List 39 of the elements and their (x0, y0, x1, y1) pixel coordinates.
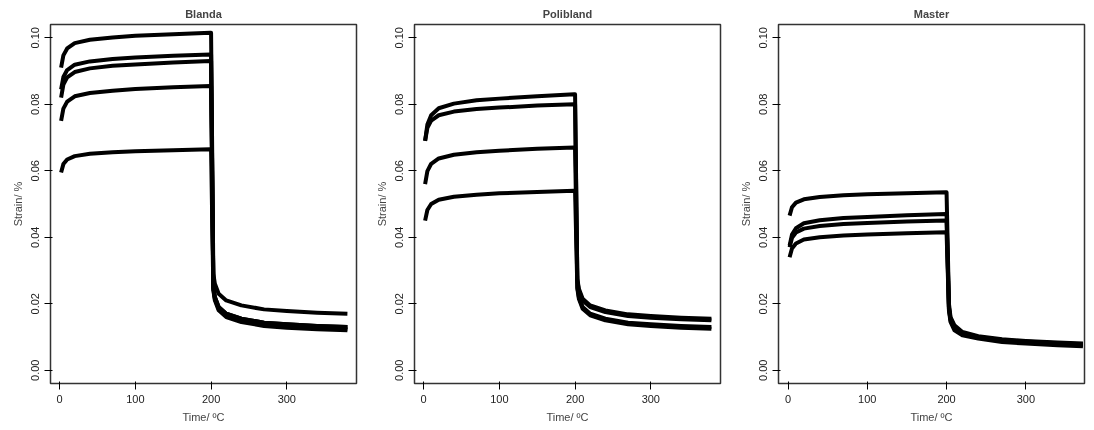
y-tick-label: 0.04 (757, 226, 770, 248)
x-tick-label: 0 (784, 392, 792, 405)
y-tick-label: 0.08 (757, 93, 770, 115)
x-tick-label: 300 (277, 392, 296, 405)
y-tick-label: 0.06 (29, 160, 42, 182)
y-axis-title: Strain/ % (739, 181, 752, 227)
x-tick-label: 0 (420, 392, 427, 405)
y-axis-title: Strain/ % (11, 181, 24, 227)
y-tick-label: 0.00 (393, 359, 406, 381)
x-tick-label: 200 (565, 392, 585, 405)
y-tick-label: 0.10 (393, 27, 406, 49)
x-tick-label: 300 (1016, 392, 1036, 405)
chart-title: Master (913, 7, 950, 20)
y-tick-label: 0.02 (757, 293, 770, 315)
x-tick-label: 200 (201, 392, 221, 405)
y-tick-label: 0.04 (393, 226, 406, 248)
y-tick-label: 0.02 (29, 293, 42, 315)
y-tick-label: 0.00 (757, 359, 770, 381)
x-tick-label: 100 (490, 392, 509, 405)
x-tick-label: 200 (937, 392, 956, 405)
y-tick-label: 0.00 (29, 359, 42, 381)
x-axis-title: Time/ ºC (910, 410, 953, 423)
y-tick-label: 0.06 (757, 160, 770, 182)
x-tick-label: 100 (858, 392, 877, 405)
x-tick-label: 300 (641, 392, 660, 405)
chart-title: Blanda (185, 7, 223, 20)
y-axis-title: Strain/ % (375, 181, 388, 227)
y-tick-label: 0.08 (29, 93, 42, 115)
y-tick-label: 0.08 (393, 93, 406, 115)
y-tick-label: 0.10 (757, 27, 770, 49)
y-tick-label: 0.02 (393, 293, 406, 315)
y-tick-label: 0.04 (29, 226, 42, 248)
y-tick-label: 0.06 (393, 160, 406, 182)
y-tick-label: 0.10 (29, 27, 42, 49)
x-axis-title: Time/ ºC (546, 410, 589, 423)
x-tick-label: 100 (126, 392, 145, 405)
chart-title: Polibland (542, 7, 593, 20)
x-tick-label: 0 (56, 392, 63, 405)
x-axis-title: Time/ ºC (182, 410, 225, 423)
